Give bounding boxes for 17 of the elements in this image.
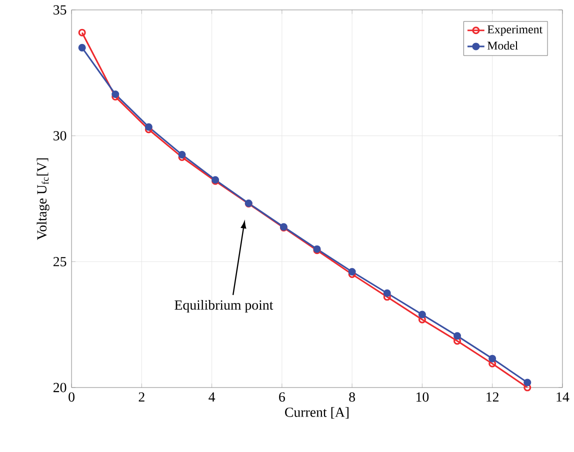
x-tick-label: 0 [68, 392, 74, 402]
y-axis-title: Voltage U$_{fc}$[V] [36, 158, 50, 240]
y-tick-label: 25 [53, 256, 66, 266]
x-tick-label: 14 [556, 392, 570, 402]
x-tick-label: 6 [279, 392, 285, 402]
y-tick-label: 35 [54, 5, 66, 15]
y-tick-label: 30 [54, 131, 66, 140]
x-axis-title: Current [A] [285, 407, 348, 419]
annotation: Equilibrium point [174, 300, 274, 312]
x-tick-label: 8 [349, 392, 355, 402]
y-tick-label: 20 [53, 382, 66, 392]
x-tick-label: 10 [416, 392, 429, 402]
legend-label: Model [487, 41, 518, 50]
legend-label: Experiment [487, 25, 543, 36]
x-tick-label: 4 [208, 392, 216, 402]
x-tick-label: 12 [486, 392, 498, 402]
x-tick-label: 2 [138, 392, 144, 402]
